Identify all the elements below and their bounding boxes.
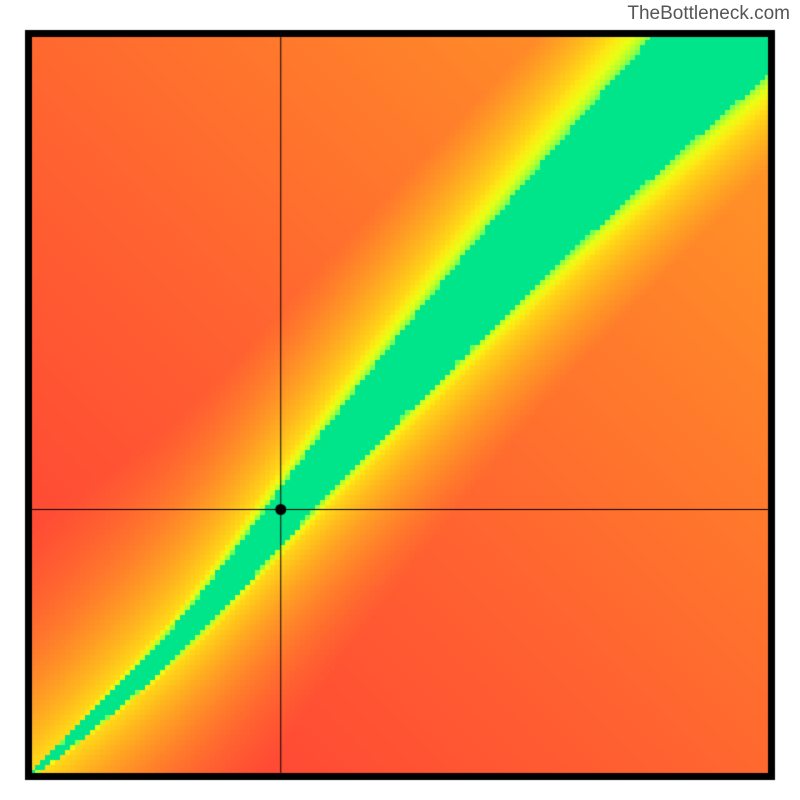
bottleneck-heatmap — [0, 0, 800, 800]
watermark-text: TheBottleneck.com — [627, 3, 790, 25]
chart-container: TheBottleneck.com — [0, 0, 800, 800]
